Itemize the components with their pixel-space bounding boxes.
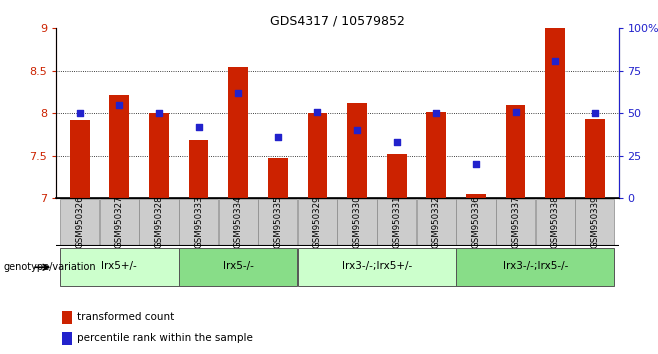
Text: transformed count: transformed count xyxy=(78,312,174,322)
Point xyxy=(550,58,561,63)
Text: GSM950334: GSM950334 xyxy=(234,196,243,249)
FancyBboxPatch shape xyxy=(258,199,297,246)
Point xyxy=(114,102,124,108)
Text: GSM950330: GSM950330 xyxy=(353,196,361,249)
Point xyxy=(510,109,520,114)
Text: GSM950329: GSM950329 xyxy=(313,196,322,249)
Bar xyxy=(426,112,446,198)
Text: genotype/variation: genotype/variation xyxy=(3,262,96,272)
Bar xyxy=(505,105,526,198)
FancyBboxPatch shape xyxy=(60,248,178,286)
FancyBboxPatch shape xyxy=(377,199,417,246)
Text: lrx3-/-;lrx5-/-: lrx3-/-;lrx5-/- xyxy=(503,261,568,272)
Point xyxy=(352,127,363,133)
Point xyxy=(272,134,283,140)
Text: GSM950327: GSM950327 xyxy=(114,196,124,249)
FancyBboxPatch shape xyxy=(338,199,376,246)
Point xyxy=(470,161,481,167)
Bar xyxy=(268,158,288,198)
FancyBboxPatch shape xyxy=(575,199,615,246)
Bar xyxy=(387,154,407,198)
Bar xyxy=(585,119,605,198)
Bar xyxy=(307,113,327,198)
Bar xyxy=(70,120,89,198)
Point xyxy=(590,110,600,116)
FancyBboxPatch shape xyxy=(417,199,456,246)
Text: lrx5+/-: lrx5+/- xyxy=(101,261,138,272)
Text: GSM950336: GSM950336 xyxy=(471,196,480,249)
Bar xyxy=(228,67,248,198)
Text: GSM950338: GSM950338 xyxy=(551,196,560,249)
Point xyxy=(193,124,204,130)
Point xyxy=(392,139,402,145)
Bar xyxy=(109,95,129,198)
Point xyxy=(312,109,322,114)
Bar xyxy=(347,103,367,198)
Bar xyxy=(62,311,72,324)
Text: GSM950331: GSM950331 xyxy=(392,196,401,249)
Bar xyxy=(149,113,169,198)
FancyBboxPatch shape xyxy=(496,199,535,246)
Text: lrx3-/-;lrx5+/-: lrx3-/-;lrx5+/- xyxy=(342,261,412,272)
Text: percentile rank within the sample: percentile rank within the sample xyxy=(78,333,253,343)
FancyBboxPatch shape xyxy=(139,199,178,246)
FancyBboxPatch shape xyxy=(100,199,139,246)
Title: GDS4317 / 10579852: GDS4317 / 10579852 xyxy=(270,14,405,27)
Text: GSM950337: GSM950337 xyxy=(511,196,520,249)
FancyBboxPatch shape xyxy=(218,199,258,246)
FancyBboxPatch shape xyxy=(298,248,456,286)
FancyBboxPatch shape xyxy=(536,199,574,246)
Text: GSM950326: GSM950326 xyxy=(75,196,84,249)
Text: GSM950333: GSM950333 xyxy=(194,196,203,249)
FancyBboxPatch shape xyxy=(179,248,297,286)
Text: GSM950339: GSM950339 xyxy=(590,196,599,249)
FancyBboxPatch shape xyxy=(60,199,99,246)
Bar xyxy=(62,332,72,345)
Bar xyxy=(189,141,209,198)
Point xyxy=(431,110,442,116)
FancyBboxPatch shape xyxy=(179,199,218,246)
Text: GSM950335: GSM950335 xyxy=(273,196,282,249)
Bar xyxy=(545,28,565,198)
FancyBboxPatch shape xyxy=(456,199,495,246)
FancyBboxPatch shape xyxy=(298,199,337,246)
Text: GSM950328: GSM950328 xyxy=(155,196,163,249)
Point xyxy=(154,110,164,116)
Point xyxy=(233,90,243,96)
Text: lrx5-/-: lrx5-/- xyxy=(223,261,253,272)
Point xyxy=(74,110,85,116)
Text: GSM950332: GSM950332 xyxy=(432,196,441,249)
Bar xyxy=(466,194,486,198)
FancyBboxPatch shape xyxy=(456,248,615,286)
